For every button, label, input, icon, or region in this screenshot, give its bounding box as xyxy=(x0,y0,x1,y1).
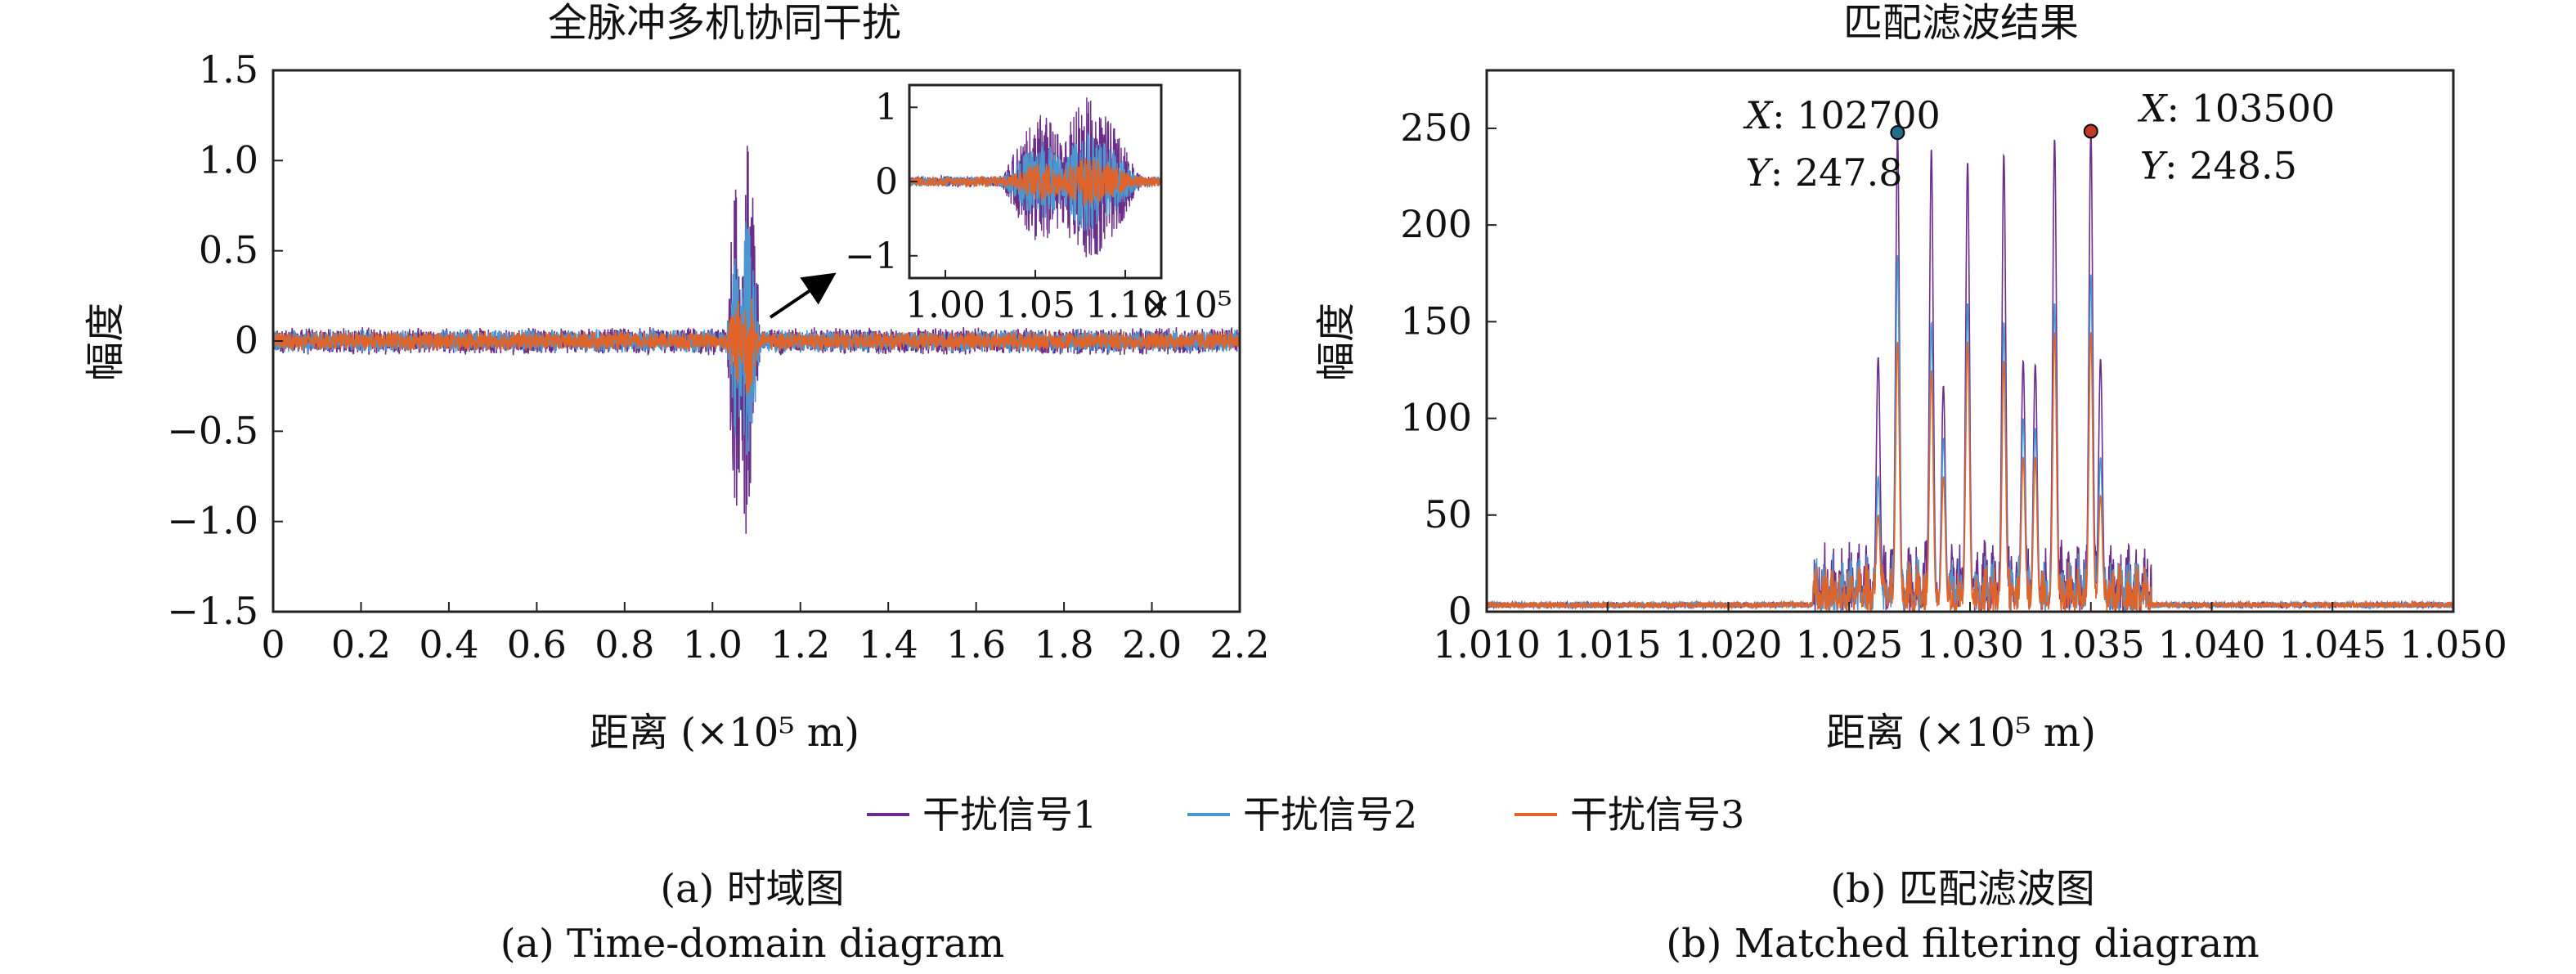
inset-y-axis: 1 0 −1 xyxy=(845,87,918,277)
chart-b-y-axis: 250 200 150 100 50 0 xyxy=(1400,105,1497,633)
inset-y-tick-label: 1 xyxy=(875,87,898,128)
datatip-marker xyxy=(2083,123,2098,139)
x-tick-label: 1.040 xyxy=(2158,622,2266,667)
x-tick-label: 1.010 xyxy=(1433,622,1541,667)
inset-series xyxy=(909,97,1162,258)
chart-a-series xyxy=(272,146,1241,534)
inset-x-tick-label: 1.10 xyxy=(1085,285,1165,326)
datatip-y-value: 247.8 xyxy=(1795,150,1903,195)
inset-x-tick-label: 1.05 xyxy=(995,285,1075,326)
chart-a-x-axis: 0 0.2 0.4 0.6 0.8 1.0 1.2 1.4 1.6 1.8 2.0 2.2 xyxy=(261,602,1270,667)
x-tick-label: 2.0 xyxy=(1122,622,1182,667)
chart-a-inset: 1 0 −1 1.00 1.05 1.10 ×10⁵ xyxy=(845,83,1232,326)
inset-series-3 xyxy=(909,157,1162,207)
chart-b-series-3 xyxy=(1486,332,2454,613)
datatip-y-value: 248.5 xyxy=(2189,143,2297,187)
datatip-x-text: X: 102700 xyxy=(1743,93,1940,137)
caption-a-english: (a) Time-domain diagram xyxy=(500,921,1005,967)
caption-a-chinese: (a) 时域图 xyxy=(660,866,844,912)
caption-b-chinese: (b) 匹配滤波图 xyxy=(1830,866,2094,912)
chart-b-title: 匹配滤波结果 xyxy=(1843,0,2079,46)
datatip-x-key: X xyxy=(2138,86,2169,130)
datatip-y-key: Y xyxy=(1745,150,1774,195)
zoom-arrow xyxy=(769,272,837,319)
chart-a-series-3 xyxy=(272,298,1241,395)
y-tick-label: 0 xyxy=(235,318,258,362)
x-tick-label: 0.6 xyxy=(507,622,567,667)
x-tick-label: 1.2 xyxy=(770,622,830,667)
datatip-y-separator: : xyxy=(2165,143,2189,187)
inset-x-tick-label: 1.00 xyxy=(905,285,985,326)
inset-y-tick-label: 0 xyxy=(875,161,898,203)
x-tick-label: 1.025 xyxy=(1795,622,1903,667)
x-tick-label: 0.2 xyxy=(331,622,391,667)
x-tick-label: 2.2 xyxy=(1209,622,1269,667)
legend-label-series2: 干扰信号2 xyxy=(1243,792,1417,837)
caption-b-english: (b) Matched filtering diagram xyxy=(1666,921,2259,967)
chart-a-title: 全脉冲多机协同干扰 xyxy=(548,0,901,46)
datatip-y-text: Y: 247.8 xyxy=(1745,150,1902,195)
x-tick-label: 1.4 xyxy=(859,622,918,667)
x-tick-label: 1.035 xyxy=(2037,622,2145,667)
datatip-x-value: 102700 xyxy=(1797,93,1941,137)
inset-x-axis: 1.00 1.05 1.10 xyxy=(905,270,1165,326)
datatip-x-value: 103500 xyxy=(2192,86,2336,130)
y-tick-label: 150 xyxy=(1400,298,1472,343)
datatip-x-separator: : xyxy=(2167,86,2192,130)
y-tick-label: −1.5 xyxy=(167,589,258,633)
datatip-y-key: Y xyxy=(2140,143,2169,187)
x-tick-label: 0.4 xyxy=(419,622,478,667)
datatip-y-separator: : xyxy=(1770,150,1795,195)
x-tick-label: 1.6 xyxy=(946,622,1006,667)
x-tick-label: 1.020 xyxy=(1675,622,1783,667)
x-tick-label: 1.0 xyxy=(683,622,743,667)
datatip-x-separator: : xyxy=(1772,93,1797,137)
datatip-x-key: X xyxy=(1743,93,1774,137)
chart-a-y-axis-label: 幅度 xyxy=(83,303,128,381)
legend: 干扰信号1 干扰信号2 干扰信号3 xyxy=(867,792,1744,837)
x-tick-label: 1.015 xyxy=(1554,622,1662,667)
y-tick-label: 200 xyxy=(1400,202,1472,246)
y-tick-label: −1.0 xyxy=(167,499,258,543)
chart-b-series-2 xyxy=(1486,255,2454,612)
y-tick-label: −0.5 xyxy=(167,408,258,452)
chart-b-x-axis-label: 距离 (×10⁵ m) xyxy=(1826,710,2096,756)
x-tick-label: 1.8 xyxy=(1034,622,1094,667)
chart-b-y-axis-label: 幅度 xyxy=(1313,303,1359,381)
datatip-marker xyxy=(1890,125,1905,141)
datatip-x-text: X: 103500 xyxy=(2138,86,2335,130)
chart-a-x-axis-label: 距离 (×10⁵ m) xyxy=(590,710,859,756)
y-tick-label: 250 xyxy=(1400,105,1472,150)
legend-label-series1: 干扰信号1 xyxy=(922,792,1097,837)
x-tick-label: 1.050 xyxy=(2399,622,2507,667)
panel-a: 全脉冲多机协同干扰 1.5 1.0 0.5 0 −0.5 −1.0 −1.5 0 0.2 0.4… xyxy=(83,0,1270,756)
chart-b-series xyxy=(1486,132,2454,614)
y-tick-label: 50 xyxy=(1424,492,1472,536)
chart-b-x-axis: 1.010 1.015 1.020 1.025 1.030 1.035 1.040 1.045… xyxy=(1433,602,2507,667)
chart-a-y-axis: 1.5 1.0 0.5 0 −0.5 −1.0 −1.5 xyxy=(167,47,283,633)
y-tick-label: 1.0 xyxy=(199,137,258,182)
x-tick-label: 0.8 xyxy=(595,622,654,667)
y-tick-label: 0 xyxy=(1448,589,1472,633)
inset-x-multiplier: ×10⁵ xyxy=(1142,285,1232,326)
x-tick-label: 1.045 xyxy=(2278,622,2386,667)
inset-y-tick-label: −1 xyxy=(845,236,898,277)
x-tick-label: 0 xyxy=(261,622,285,667)
y-tick-label: 1.5 xyxy=(199,47,258,92)
legend-label-series3: 干扰信号3 xyxy=(1570,792,1744,837)
x-tick-label: 1.030 xyxy=(1916,622,2024,667)
y-tick-label: 0.5 xyxy=(199,228,258,272)
y-tick-label: 100 xyxy=(1400,396,1472,440)
datatip-y-text: Y: 248.5 xyxy=(2140,143,2297,187)
captions: (a) 时域图 (a) Time-domain diagram (b) 匹配滤波… xyxy=(500,866,2260,967)
chart-b-datatips: X: 102700 Y: 247.8 X: 103500 Y: 248.5 xyxy=(1743,86,2335,195)
